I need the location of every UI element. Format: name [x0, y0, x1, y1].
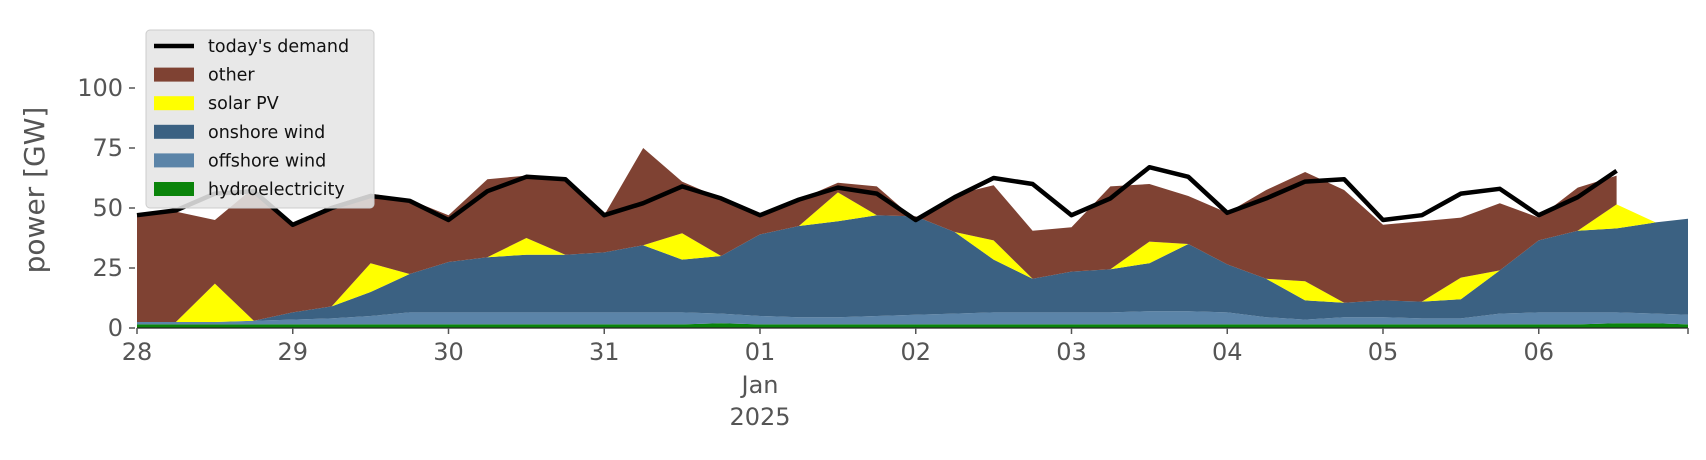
x-tick-label: 29 [277, 338, 308, 366]
legend-label-other: other [208, 66, 255, 86]
line-todays-demand [136, 164, 1618, 228]
legend-swatch-offshore-wind [154, 153, 194, 168]
legend-swatch-hydroelectricity [154, 182, 194, 196]
x-tick-label: 06 [1523, 338, 1554, 366]
x-tick-label: 28 [122, 338, 153, 366]
x-tick-label: 01 [745, 338, 776, 366]
x-tick-sublabel: Jan [739, 371, 778, 399]
y-axis-label: power [GW] [18, 107, 51, 274]
y-tick-label: 0 [108, 314, 123, 342]
x-tick-sublabel: 2025 [729, 403, 790, 431]
legend-label-solar-pv: solar PV [208, 94, 279, 114]
area-solar-pv [137, 192, 1688, 322]
legend-label-onshore-wind: onshore wind [208, 123, 325, 143]
y-tick-label: 50 [92, 194, 123, 222]
x-axis: 28 29 30 31 01 Jan 2025 02 03 04 05 06 [122, 327, 1689, 431]
y-tick-label: 100 [77, 74, 123, 102]
area-hydroelectricity [137, 323, 1688, 328]
legend-label-today-s-demand: today's demand [208, 37, 349, 57]
x-tick-label: 30 [433, 338, 464, 366]
x-tick-label: 31 [589, 338, 620, 366]
legend-label-hydroelectricity: hydroelectricity [208, 180, 345, 200]
area-offshore-wind [137, 311, 1688, 325]
area-onshore-wind [137, 215, 1688, 322]
legend-swatch-onshore-wind [154, 124, 194, 139]
x-tick-label: 03 [1056, 338, 1087, 366]
legend-swatch-solar-pv [154, 96, 194, 111]
y-tick-label: 25 [92, 254, 123, 282]
legend: today's demand other solar PV onshore wind o… [145, 29, 375, 209]
x-tick-label: 02 [900, 338, 931, 366]
stacked-areas [137, 148, 1688, 328]
demand-line-group [136, 164, 1618, 228]
x-tick-label: 04 [1212, 338, 1243, 366]
area-other [137, 148, 1617, 322]
y-axis: 0 25 50 75 100 [77, 74, 135, 342]
legend-swatch-other [154, 67, 194, 82]
y-tick-label: 75 [92, 134, 123, 162]
x-tick-label: 05 [1368, 338, 1399, 366]
legend-label-offshore-wind: offshore wind [208, 151, 326, 171]
legend-box [145, 29, 375, 209]
